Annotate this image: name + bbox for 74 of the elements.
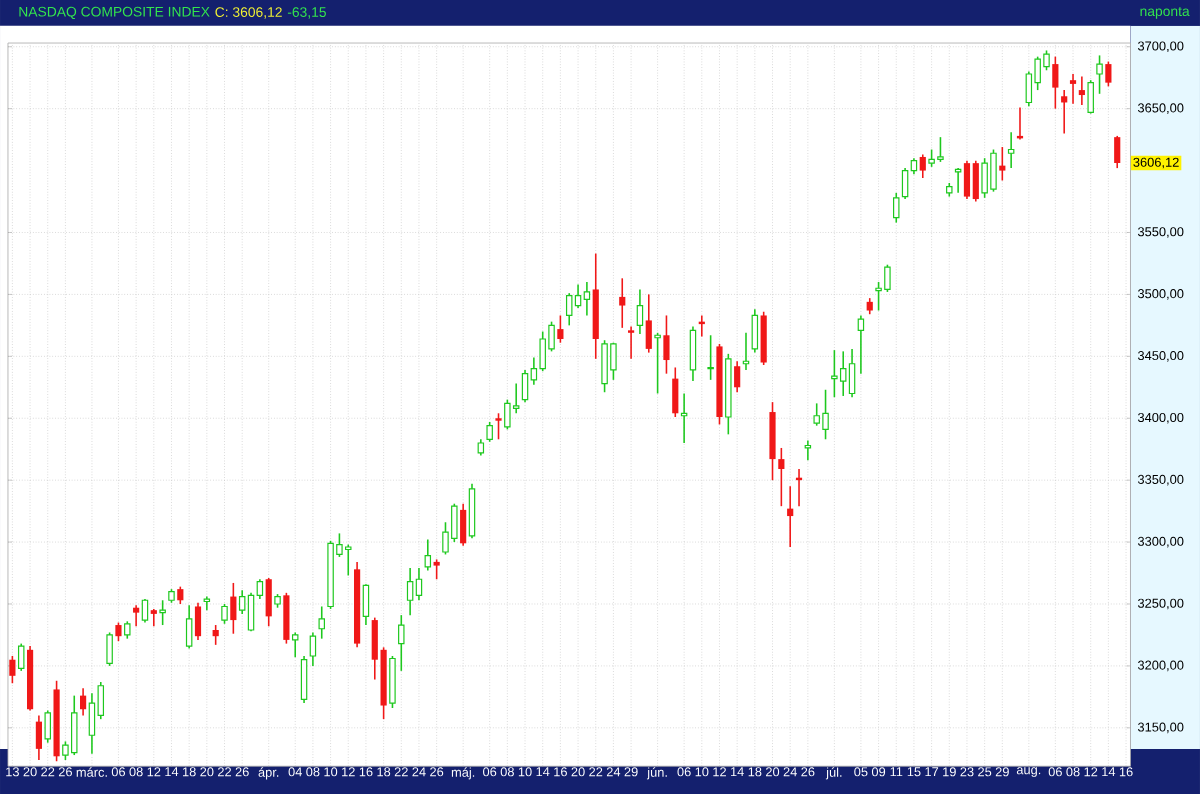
candlestick [999,145,1006,181]
candlestick [521,368,529,403]
candlestick [619,277,626,329]
candlestick [415,566,423,601]
candlestick [115,621,122,642]
candlestick [769,401,776,481]
candlestick [1061,88,1068,134]
candlestick [857,314,865,375]
candlestick [848,347,856,398]
candlestick [901,166,909,200]
candlestick [645,293,652,354]
candlestick [159,599,166,626]
candlestick [504,398,511,430]
candlestick [689,325,697,382]
candlestick [291,631,299,658]
candlestick [133,604,140,627]
candlestick [751,308,759,354]
candlestick [963,159,971,200]
candlestick [760,310,767,366]
candlestick [1078,75,1085,106]
candlestick [221,602,228,625]
candlestick [106,631,113,667]
candlestick [778,446,785,507]
candlestick [1087,79,1094,115]
candlestick [44,709,51,744]
candlestick [230,581,237,635]
candlestick [17,642,25,672]
candlestick [265,576,272,627]
candlestick [636,288,644,335]
candlestick [389,654,396,709]
candlestick [362,583,370,626]
candlestick [654,331,661,394]
candlestick [35,714,42,761]
candlestick [1052,55,1059,110]
candlestick [433,558,440,580]
candlestick [9,654,16,684]
candlestick [424,538,432,571]
candlestick [672,366,679,418]
candlestick [663,314,670,375]
candlestick [495,412,502,440]
candlestick [574,283,582,309]
candlestick [804,439,812,461]
candlestick [1069,72,1077,105]
candlestick [787,485,794,548]
candlestick [88,692,96,755]
candlestick [194,601,202,641]
candlestick [460,502,467,547]
candlestick [283,591,290,645]
candlestick [1105,60,1112,87]
candlestick [185,604,193,650]
candlestick [565,292,573,326]
candlestick [972,159,979,202]
candlestick [468,482,476,539]
candlestick [557,314,564,344]
candlestick [734,360,741,393]
candlestick [1007,131,1015,169]
candlestick [707,334,714,381]
candlestick [406,566,414,616]
candlestick [150,607,157,627]
candlestick [398,614,405,672]
candlestick [300,654,308,704]
candlestick [839,350,847,397]
candlestick [1096,54,1103,95]
candlestick [583,280,591,316]
candlestick [80,687,87,716]
candlestick [893,191,900,224]
candlestick [486,420,493,443]
candlestick [628,325,635,360]
candlestick [141,597,149,624]
candlestick [919,153,926,179]
candlestick [309,631,317,667]
candlestick [1114,134,1121,169]
candlestick [318,605,325,640]
candlestick [212,623,219,646]
